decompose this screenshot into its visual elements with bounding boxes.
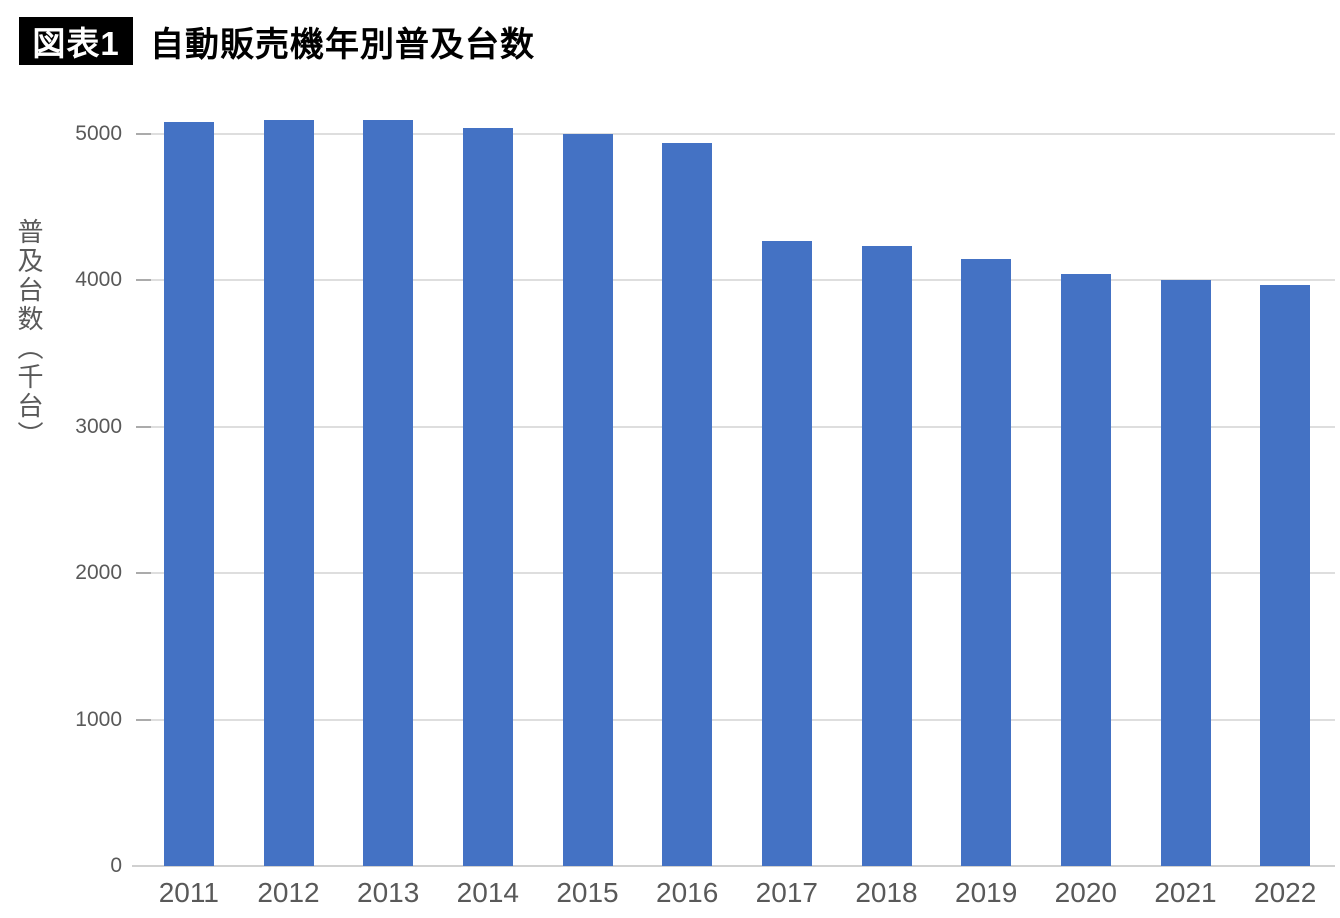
bar-2011 [163, 121, 214, 866]
y-axis-tickmark [136, 718, 151, 721]
bar-2016 [662, 142, 713, 866]
y-axis-tick-label: 0 [110, 854, 122, 877]
x-axis-tick-label: 2014 [456, 877, 519, 908]
x-axis-tick-label: 2019 [955, 877, 1018, 908]
x-axis-tick-label: 2017 [755, 877, 818, 908]
bar-2014 [462, 128, 513, 866]
y-axis-title: 普及台数（千台） [14, 218, 44, 450]
y-axis-tick-label: 2000 [75, 561, 122, 585]
bar-2019 [961, 258, 1012, 866]
bar-2013 [363, 120, 414, 866]
y-axis-tick-label: 1000 [75, 707, 122, 731]
x-axis-tick-label: 2015 [556, 877, 619, 908]
x-axis-tick-label: 2021 [1154, 877, 1217, 908]
y-axis-tickmark [136, 425, 151, 428]
x-axis-tick-label: 2020 [1054, 877, 1117, 908]
x-axis-tick-label: 2018 [855, 877, 918, 908]
figure-badge: 図表1 [19, 17, 133, 65]
x-axis-tick-label: 2012 [257, 877, 320, 908]
gridline [139, 279, 1335, 282]
bar-2022 [1260, 284, 1311, 866]
gridline [139, 572, 1335, 575]
y-axis-tickmark [136, 133, 151, 135]
bar-2020 [1060, 273, 1111, 866]
y-axis-tick-label: 5000 [75, 122, 122, 145]
bar-2021 [1160, 279, 1211, 866]
gridline [139, 425, 1335, 428]
bar-2017 [761, 240, 812, 866]
x-axis-tick-label: 2016 [656, 877, 719, 908]
x-axis-tick-label: 2011 [158, 877, 219, 908]
y-axis-tick-label: 3000 [75, 414, 122, 438]
bar-2018 [861, 246, 912, 866]
plot-area [139, 110, 1335, 866]
gridline [139, 718, 1335, 721]
bar-2015 [562, 133, 613, 866]
y-axis-tick-label: 4000 [75, 268, 122, 292]
x-axis-line [132, 865, 1335, 867]
chart-title: 自動販売機年別普及台数 [150, 25, 535, 64]
y-axis-tickmark [136, 572, 151, 575]
x-axis-tick-label: 2013 [357, 877, 420, 908]
gridline [139, 133, 1335, 135]
x-axis-tick-label: 2022 [1254, 877, 1317, 908]
y-axis-tickmark [136, 279, 151, 282]
bar-2012 [263, 120, 314, 866]
